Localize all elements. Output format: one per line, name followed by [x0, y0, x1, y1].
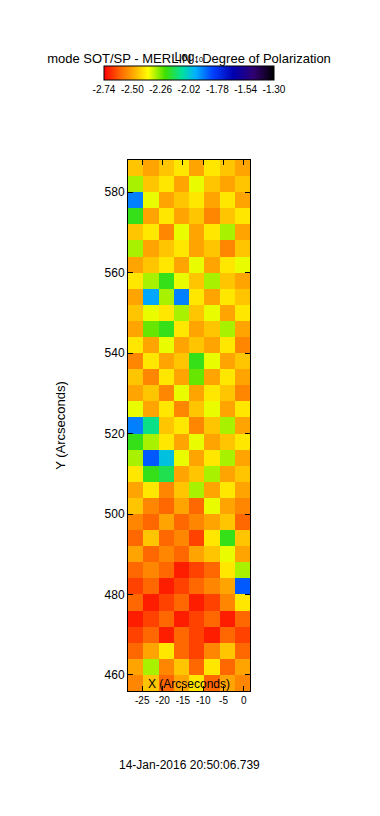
svg-text:-2.50: -2.50	[121, 84, 144, 95]
svg-text:0: 0	[241, 695, 247, 706]
svg-text:-2.02: -2.02	[178, 84, 201, 95]
svg-text:-20: -20	[155, 695, 170, 706]
svg-text:X (Arcseconds): X (Arcseconds)	[148, 677, 230, 691]
svg-text:Y (Arcseconds): Y (Arcseconds)	[53, 381, 68, 470]
svg-text:460: 460	[105, 668, 125, 682]
svg-text:-5: -5	[219, 695, 228, 706]
svg-text:mode SOT/SP - MERLIN : Degree: mode SOT/SP - MERLIN : Degree of Polariz…	[47, 51, 331, 66]
svg-text:560: 560	[105, 266, 125, 280]
svg-text:-2.26: -2.26	[149, 84, 172, 95]
svg-text:-1.78: -1.78	[206, 84, 229, 95]
svg-text:500: 500	[105, 507, 125, 521]
svg-text:580: 580	[105, 185, 125, 199]
svg-text:540: 540	[105, 346, 125, 360]
svg-text:480: 480	[105, 588, 125, 602]
svg-text:-25: -25	[135, 695, 150, 706]
svg-text:14-Jan-2016 20:50:06.739: 14-Jan-2016 20:50:06.739	[119, 758, 260, 772]
svg-text:-1.30: -1.30	[263, 84, 286, 95]
svg-text:Log₁₀: Log₁₀	[174, 50, 203, 64]
svg-text:520: 520	[105, 427, 125, 441]
svg-text:-15: -15	[176, 695, 191, 706]
svg-text:-1.54: -1.54	[234, 84, 257, 95]
svg-text:-10: -10	[196, 695, 211, 706]
svg-text:-2.74: -2.74	[93, 84, 116, 95]
